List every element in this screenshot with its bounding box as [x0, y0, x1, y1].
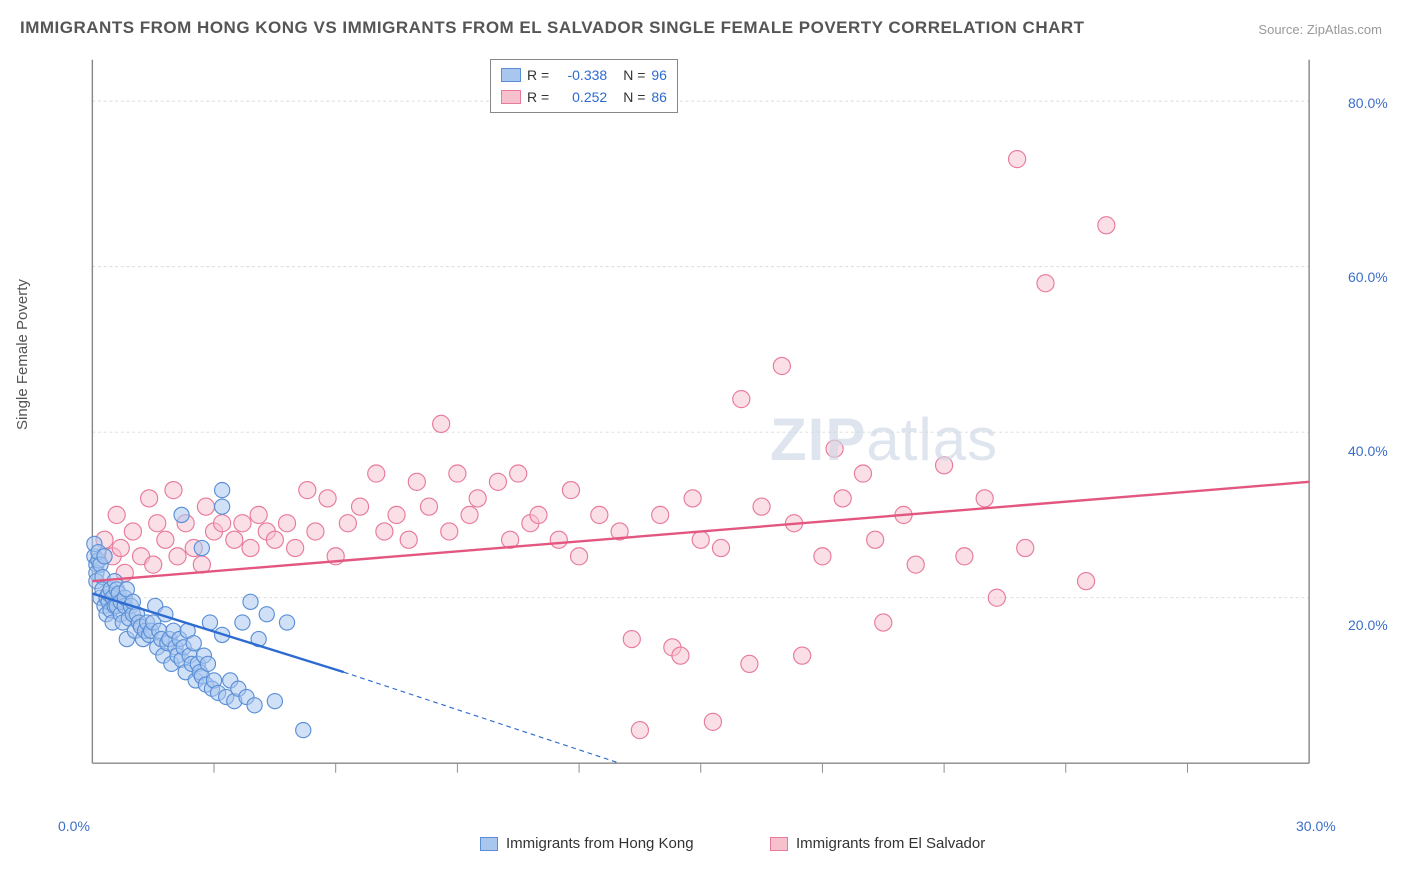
y-tick-label: 40.0% [1348, 443, 1388, 459]
chart-title: IMMIGRANTS FROM HONG KONG VS IMMIGRANTS … [20, 18, 1085, 38]
y-tick-label: 60.0% [1348, 269, 1388, 285]
r-label: R = [527, 89, 549, 105]
legend-row: R = 0.252 N = 86 [501, 86, 667, 108]
swatch-icon [480, 837, 498, 851]
correlation-legend: R = -0.338 N = 96 R = 0.252 N = 86 [490, 59, 678, 113]
r-value: -0.338 [555, 67, 607, 83]
swatch-icon [770, 837, 788, 851]
y-tick-label: 20.0% [1348, 617, 1388, 633]
y-axis-label: Single Female Poverty [14, 279, 31, 430]
series-legend-es: Immigrants from El Salvador [770, 835, 985, 852]
x-tick-label: 30.0% [1296, 818, 1336, 834]
series-label: Immigrants from Hong Kong [506, 835, 694, 852]
swatch-icon [501, 90, 521, 104]
n-label: N = [623, 89, 645, 105]
r-value: 0.252 [555, 89, 607, 105]
chart-area: ZIPatlas R =-0.338N =96R =0.252N =86 Imm… [50, 55, 1380, 825]
n-value: 96 [651, 67, 667, 83]
scatter-plot [50, 55, 1380, 825]
series-label: Immigrants from El Salvador [796, 835, 985, 852]
source-value: ZipAtlas.com [1307, 22, 1382, 37]
n-value: 86 [651, 89, 667, 105]
source-label: Source: [1258, 22, 1303, 37]
source-attribution: Source: ZipAtlas.com [1258, 22, 1382, 37]
swatch-icon [501, 68, 521, 82]
r-label: R = [527, 67, 549, 83]
legend-row: R = -0.338 N = 96 [501, 64, 667, 86]
x-tick-label: 0.0% [58, 818, 90, 834]
y-tick-label: 80.0% [1348, 95, 1388, 111]
series-legend-hk: Immigrants from Hong Kong [480, 835, 694, 852]
n-label: N = [623, 67, 645, 83]
